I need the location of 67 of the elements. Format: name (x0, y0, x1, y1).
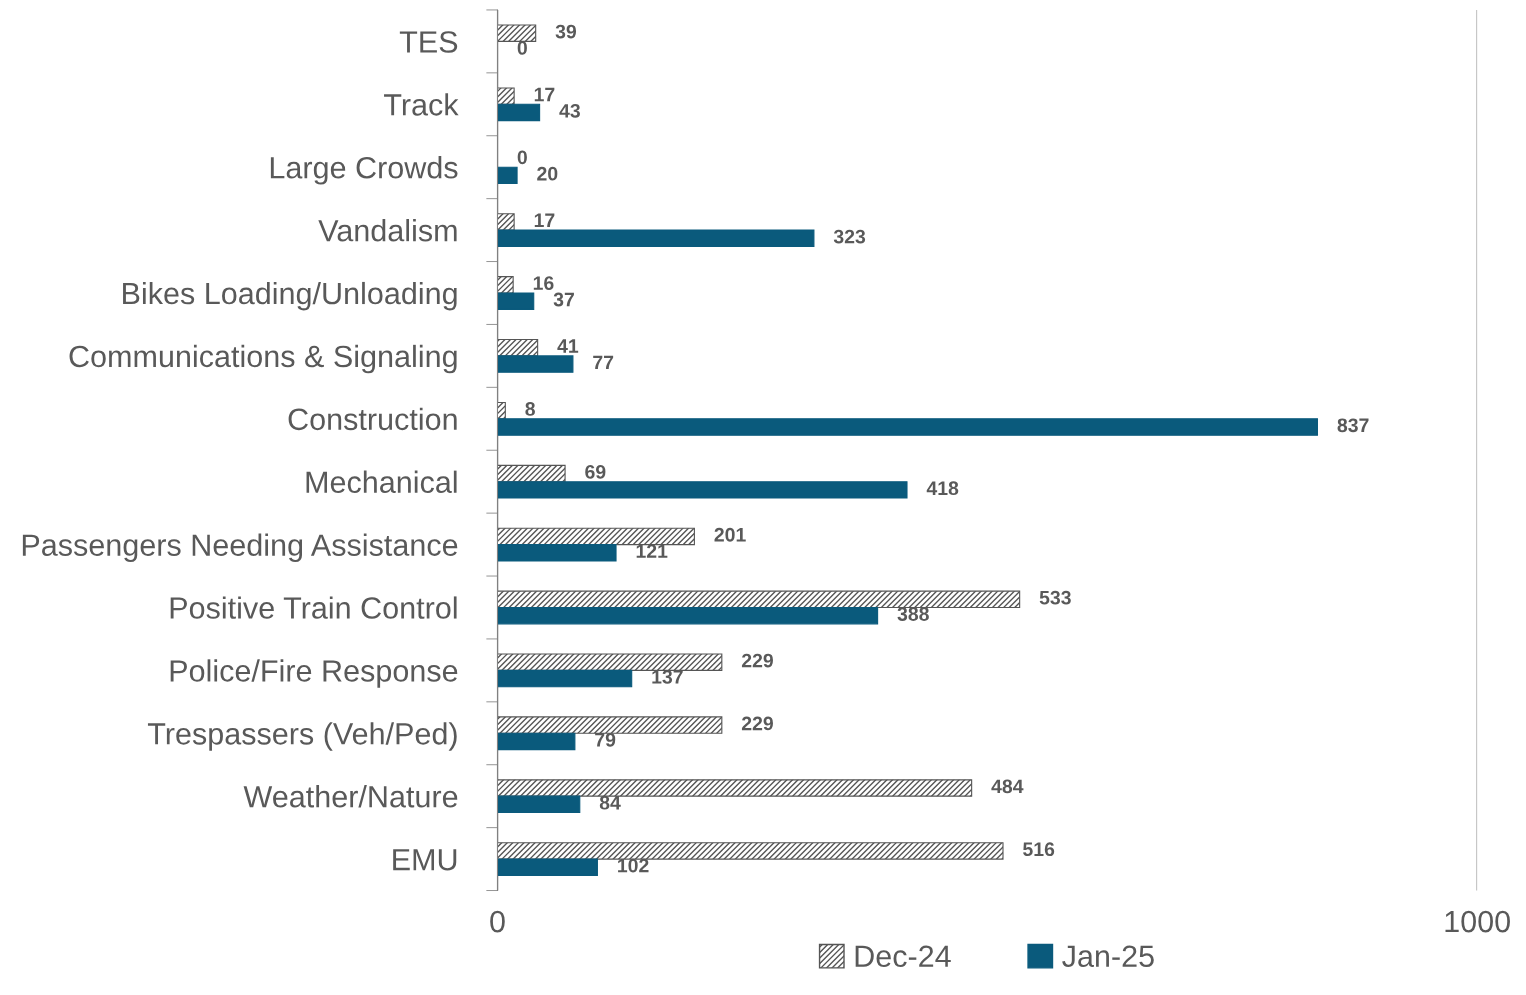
bar (497, 464, 566, 483)
data-label: 201 (714, 527, 746, 542)
data-label: 102 (618, 858, 649, 873)
data-label: 17 (534, 213, 555, 227)
bar (497, 779, 973, 797)
data-label: 229 (741, 653, 773, 668)
data-label: 79 (595, 732, 616, 747)
y-tick-label: Large Crowds (270, 156, 458, 185)
y-tick-label: Passengers Needing Assistance (22, 533, 458, 562)
data-label: 20 (537, 166, 558, 181)
data-label: 69 (585, 464, 606, 479)
bar (497, 716, 723, 734)
y-tick-label: Track (384, 93, 459, 116)
bar (497, 590, 1021, 609)
bar (497, 527, 695, 546)
data-label: 17 (534, 87, 555, 102)
data-label: 84 (599, 795, 621, 810)
y-tick-label: Positive Train Control (170, 596, 457, 619)
data-label: 516 (1023, 842, 1055, 857)
x-tick-label: 1000 (1445, 910, 1510, 933)
bar (497, 842, 1004, 860)
y-tick-label: Vandalism (318, 219, 457, 242)
bar (497, 418, 1319, 436)
y-tick-label: Weather/Nature (243, 785, 458, 808)
legend-label: Jan-25 (1062, 945, 1154, 968)
y-tick-label: Trespassers (Veh/Ped) (147, 722, 457, 751)
data-label: 77 (593, 355, 614, 370)
bar (497, 481, 908, 499)
bar (497, 103, 541, 122)
bar (497, 166, 518, 185)
y-tick-label: Police/Fire Response (170, 659, 458, 688)
bar (497, 544, 617, 562)
data-label: 229 (741, 716, 773, 731)
data-label: 16 (533, 276, 554, 291)
bar (497, 87, 515, 105)
bar (497, 653, 723, 671)
data-label: 418 (926, 481, 959, 496)
data-label: 837 (1337, 418, 1369, 433)
data-label: 43 (559, 103, 580, 118)
bar (497, 229, 815, 248)
data-label: 484 (991, 779, 1024, 794)
data-label: 39 (555, 24, 577, 39)
bar (497, 858, 598, 876)
y-tick-label: Construction (288, 407, 457, 431)
bar (497, 338, 539, 357)
bar (497, 355, 574, 373)
bar (497, 276, 514, 294)
bar (497, 213, 515, 231)
data-label: 8 (525, 402, 535, 416)
data-label: 533 (1039, 590, 1071, 605)
bar (497, 24, 537, 42)
bar (497, 795, 581, 814)
y-tick-label: TES (399, 31, 458, 53)
y-tick-label: Mechanical (306, 470, 457, 494)
data-label: 0 (517, 150, 527, 165)
bar (497, 669, 633, 688)
y-tick-label: Bikes Loading/Unloading (123, 281, 457, 311)
bar (497, 606, 879, 625)
bar (497, 292, 535, 310)
y-tick-label: EMU (393, 849, 457, 871)
data-label: 323 (833, 229, 866, 244)
y-tick-label: Communications & Signaling (69, 344, 457, 374)
data-label: 121 (636, 544, 668, 558)
bar (497, 732, 576, 751)
legend-label: Dec-24 (855, 945, 951, 968)
data-label: 37 (553, 292, 574, 307)
data-label: 41 (557, 339, 579, 353)
